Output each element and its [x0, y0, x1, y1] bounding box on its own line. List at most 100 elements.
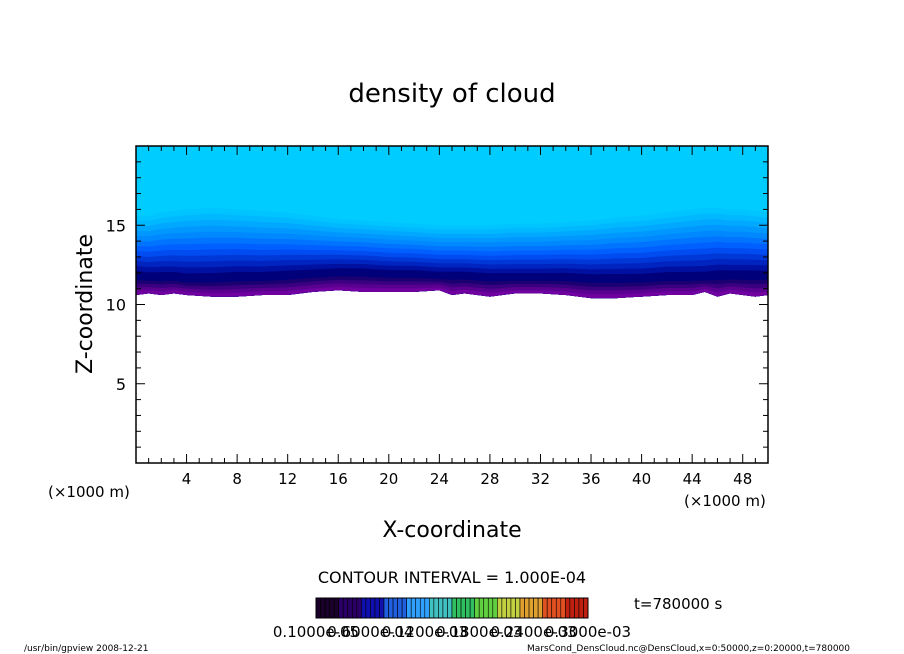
colorbar-stripe	[342, 597, 349, 619]
colorbar-stripe	[347, 597, 353, 619]
colorbar-stripe	[506, 597, 512, 619]
x-tick-label: 24	[430, 470, 449, 488]
axis-ticks	[136, 146, 768, 463]
x-tick-label: 4	[182, 470, 192, 488]
x-tick-label: 8	[232, 470, 242, 488]
colorbar-stripe	[370, 597, 376, 619]
colorbar-stripe	[483, 597, 489, 619]
colorbar-stripe	[546, 597, 553, 619]
colorbar-label: 0.3000e-03	[545, 623, 631, 641]
colorbar-stripe	[447, 597, 453, 619]
x-tick-label: 40	[632, 470, 651, 488]
y-axis-label: Z-coordinate	[73, 234, 98, 374]
colorbar-stripe	[451, 597, 457, 619]
colorbar-stripe	[383, 597, 389, 619]
colorbar-stripe	[474, 597, 480, 619]
colorbar-stripe	[315, 597, 321, 619]
footer-right: MarsCond_DensCloud.nc@DensCloud,x=0:5000…	[527, 644, 850, 654]
colorbar-stripe	[574, 597, 580, 619]
y-tick-label: 10	[106, 296, 126, 315]
colorbar-stripe	[424, 597, 430, 619]
colorbar-stripe	[338, 597, 344, 619]
colorbar-stripe	[537, 597, 543, 619]
colorbar-stripe	[565, 597, 571, 619]
colorbar-stripe	[478, 597, 485, 619]
colorbar-stripe	[392, 597, 398, 619]
colorbar-stripe	[560, 597, 566, 619]
colorbar-label: 0.6000e-04	[327, 623, 413, 641]
colorbar-stripe	[397, 597, 403, 619]
x-tick-label: 44	[683, 470, 702, 488]
colorbar-stripe	[533, 597, 539, 619]
plot-area	[136, 146, 768, 463]
colorbar-stripe	[465, 597, 471, 619]
y-tick-label: 15	[106, 216, 126, 235]
x-tick-labels: 4 8 12 16 20 24 28 32 36 40 44 48	[182, 470, 752, 488]
colorbar-stripe	[519, 597, 525, 619]
x-tick-label: 16	[329, 470, 348, 488]
colorbar-stripe	[456, 597, 462, 619]
colorbar-stripe	[365, 597, 371, 619]
colorbar-stripe	[542, 597, 548, 619]
x-tick-label: 12	[278, 470, 297, 488]
colorbar-stripe	[515, 597, 521, 619]
contour-bands	[136, 146, 768, 299]
colorbar-stripe	[410, 597, 417, 619]
x-tick-label: 28	[480, 470, 499, 488]
colorbar-stripe	[333, 597, 339, 619]
colorbar-stripe	[528, 597, 534, 619]
colorbar-label: 0.1000e-05	[273, 623, 359, 641]
colorbar-stripe	[401, 597, 407, 619]
colorbar-stripe	[583, 597, 589, 619]
colorbar-stripe	[361, 597, 367, 619]
x-tick-label: 32	[531, 470, 550, 488]
colorbar-stripe	[374, 597, 380, 619]
colorbar-stripe	[324, 597, 330, 619]
colorbar-stripe	[460, 597, 466, 619]
y-tick-labels: 5 10 15	[106, 216, 126, 394]
footer-left: /usr/bin/gpview 2008-12-21	[24, 644, 148, 654]
colorbar-stripe	[551, 597, 557, 619]
colorbar-stripe	[379, 597, 385, 619]
x-unit-label-left: (×1000 m)	[48, 483, 130, 501]
colorbar-label: 0.1200e-03	[382, 623, 468, 641]
colorbar-stripe	[492, 597, 498, 619]
y-tick-label: 5	[116, 375, 126, 394]
colorbar-stripe	[415, 597, 421, 619]
chart-title: density of cloud	[348, 79, 555, 109]
colorbar-stripe	[406, 597, 412, 619]
colorbar-label: 0.2400e-03	[490, 623, 576, 641]
x-axis-label: X-coordinate	[382, 518, 521, 543]
colorbar-stripe	[569, 597, 575, 619]
colorbar-stripe	[442, 597, 448, 619]
time-label: t=780000 s	[634, 595, 722, 613]
colorbar-stripe	[429, 597, 435, 619]
contour-interval-label: CONTOUR INTERVAL = 1.000E-04	[318, 568, 586, 587]
colorbar-stripe	[351, 597, 358, 619]
x-unit-label-right: (×1000 m)	[684, 492, 766, 510]
x-tick-label: 20	[379, 470, 398, 488]
colorbar-stripe	[555, 597, 562, 619]
colorbar-stripe	[388, 597, 394, 619]
colorbar-label: 0.1800e-03	[436, 623, 522, 641]
colorbar-stripe	[469, 597, 475, 619]
colorbar-stripe	[510, 597, 516, 619]
colorbar	[315, 597, 589, 619]
colorbar-stripe	[501, 597, 507, 619]
colorbar-frame	[315, 597, 589, 619]
colorbar-stripe	[320, 597, 326, 619]
colorbar-labels: 0.1000e-050.6000e-040.1200e-030.1800e-03…	[273, 623, 631, 641]
colorbar-stripe	[497, 597, 503, 619]
colorbar-stripe	[329, 597, 335, 619]
colorbar-stripe	[433, 597, 439, 619]
contour-band	[136, 286, 768, 299]
colorbar-stripe	[419, 597, 426, 619]
colorbar-stripe	[438, 597, 444, 619]
x-tick-label: 48	[733, 470, 752, 488]
colorbar-stripe	[524, 597, 530, 619]
colorbar-stripe	[487, 597, 494, 619]
colorbar-stripe	[578, 597, 584, 619]
colorbar-stripe	[356, 597, 362, 619]
x-tick-label: 36	[581, 470, 600, 488]
